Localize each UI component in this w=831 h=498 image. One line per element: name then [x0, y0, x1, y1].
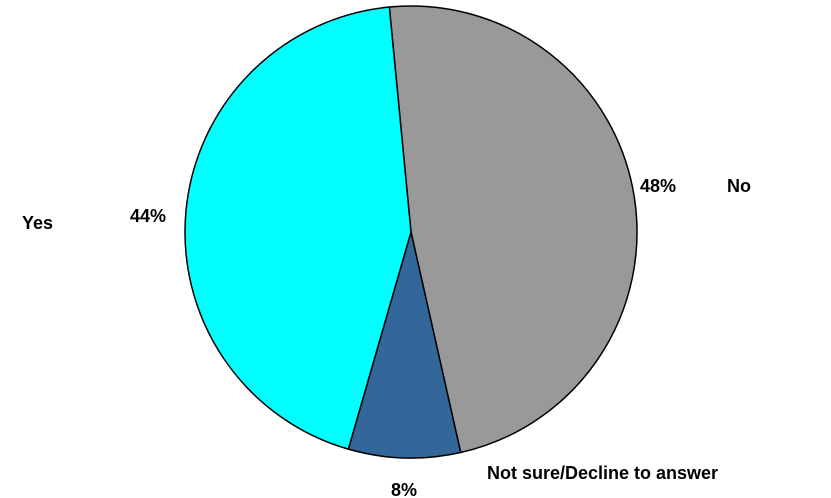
slice-category-label-no: No [727, 176, 751, 196]
pie-slice-yes [184, 6, 412, 450]
pie-slices [184, 5, 638, 459]
slice-category-label-not-sure: Not sure/Decline to answer [487, 463, 718, 483]
slice-category-label-yes: Yes [22, 213, 53, 233]
slice-percent-label-yes: 44% [130, 206, 166, 226]
pie-slice-no [388, 5, 638, 454]
pie-slice-not-sure-decline-to-answer [347, 231, 462, 459]
slice-percent-label-not-sure: 8% [391, 480, 417, 498]
slice-percent-label-no: 48% [640, 176, 676, 196]
